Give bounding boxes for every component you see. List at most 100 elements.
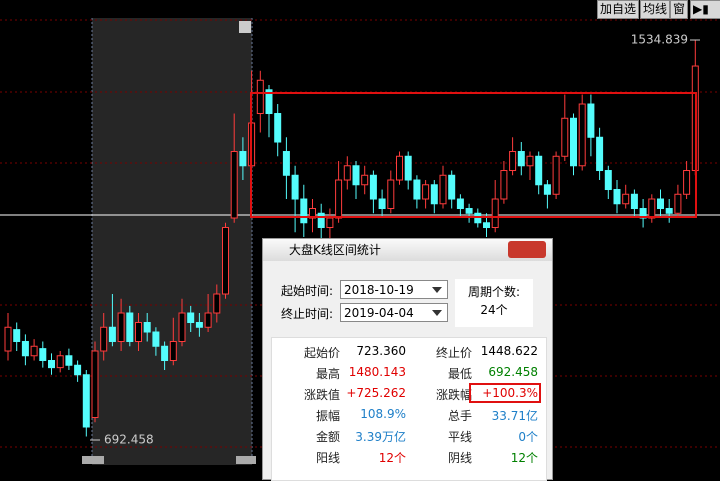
candle-body xyxy=(665,208,673,214)
candle-body xyxy=(448,174,456,200)
stat-label: 涨跌值 xyxy=(303,388,340,402)
candle-body xyxy=(309,208,316,219)
stat-value: 33.71亿 xyxy=(491,409,538,423)
candle-body xyxy=(587,103,595,138)
start-select[interactable]: 2018-10-19 xyxy=(340,280,448,299)
candle-body xyxy=(396,155,403,181)
stat-label: 起始价 xyxy=(303,346,340,360)
candle-body xyxy=(135,322,142,343)
candle-body xyxy=(326,217,334,229)
stat-label: 总手 xyxy=(447,409,472,423)
high-marker: 1534.839 xyxy=(631,33,688,47)
candle-body xyxy=(561,117,569,157)
candle-body xyxy=(552,155,560,195)
stat-value: 692.458 xyxy=(488,365,538,379)
toolbar-button[interactable]: 加自选 xyxy=(597,0,640,19)
stat-label: 涨跌幅 xyxy=(435,388,472,402)
candle-body xyxy=(195,322,203,328)
range-box xyxy=(250,92,697,218)
candle-body xyxy=(30,345,38,357)
candle-body xyxy=(274,113,282,143)
stat-label: 最低 xyxy=(447,367,472,381)
candle-body xyxy=(74,364,82,376)
candle-body xyxy=(291,174,299,200)
label: 终止时间: xyxy=(281,307,334,321)
candle-body xyxy=(100,326,108,352)
candle-body xyxy=(439,174,447,205)
period-box: 周期个数: 24个 xyxy=(455,279,533,327)
candle-body xyxy=(222,227,229,295)
candle-body xyxy=(204,312,212,328)
dialog-title: 大盘K线区间统计 xyxy=(263,239,552,261)
candle-body xyxy=(517,151,525,167)
candle-body xyxy=(378,198,386,210)
candle-body xyxy=(630,193,638,210)
stat-label: 平线 xyxy=(447,430,472,444)
chart: 1534.839 692.458 xyxy=(0,18,720,465)
candle-body xyxy=(404,155,412,181)
candle-body xyxy=(526,155,534,167)
end-select[interactable]: 2019-04-04 xyxy=(340,303,448,322)
candle-body xyxy=(282,151,290,176)
candle-body xyxy=(82,374,90,428)
stat-label: 阴线 xyxy=(447,451,472,465)
candle-body xyxy=(387,179,395,210)
candle-body xyxy=(430,184,438,205)
stat-value: 12个 xyxy=(510,451,538,465)
candle-body xyxy=(178,312,186,343)
stat-value: +100.3% xyxy=(469,383,541,403)
candle-body xyxy=(456,198,464,210)
stat-label: 阳线 xyxy=(315,451,340,465)
candle-body xyxy=(483,222,490,229)
title-text: 大盘K线区间统计 xyxy=(289,243,381,257)
stats-dialog: 大盘K线区间统计 起始时间: 2018-10-19 终止时间: 2019-04-… xyxy=(262,238,553,481)
toolbar-icons[interactable]: ▶▮ xyxy=(690,0,720,19)
candle-body xyxy=(13,329,21,343)
candle-body xyxy=(65,355,73,366)
candle-body xyxy=(169,341,177,362)
candle-body xyxy=(474,212,482,224)
value: 24个 xyxy=(480,303,508,317)
candle-body xyxy=(639,208,647,219)
scroll-handles[interactable] xyxy=(82,456,256,464)
candle-body xyxy=(674,193,682,214)
candle-body xyxy=(256,79,264,115)
candle-body xyxy=(343,165,351,181)
candle-body xyxy=(126,312,134,343)
stat-value: 1448.622 xyxy=(480,344,538,358)
candle-body xyxy=(578,103,586,167)
stat-label: 最高 xyxy=(315,367,340,381)
close-button[interactable] xyxy=(508,241,546,258)
candle-body xyxy=(230,151,238,219)
candle-body xyxy=(161,345,169,362)
stat-value: 723.360 xyxy=(356,344,406,358)
candle-body xyxy=(604,170,612,191)
candle-body xyxy=(143,322,151,333)
candle-body xyxy=(56,355,64,369)
candle-body xyxy=(187,312,195,324)
candle-body xyxy=(535,155,543,186)
candle-body xyxy=(613,189,621,205)
candle-body xyxy=(465,208,473,214)
stats-grid: 起始价 723.360 终止价 1448.622 最高 1480.143 最低 692.458… xyxy=(271,337,547,481)
candle-body xyxy=(570,117,577,167)
candle-body xyxy=(543,184,551,195)
candle-body xyxy=(491,198,499,229)
candle-body xyxy=(317,212,325,229)
toolbar-button[interactable]: 窗 xyxy=(670,0,689,19)
candle-body xyxy=(152,331,160,347)
candle-body xyxy=(622,193,630,205)
candle-body xyxy=(39,348,47,362)
stat-value: 3.39万亿 xyxy=(355,430,406,444)
label: 起始时间: xyxy=(281,284,334,298)
toolbar-button[interactable]: 均线 xyxy=(640,0,671,19)
stat-value: +725.262 xyxy=(346,386,406,400)
candle-body xyxy=(422,184,430,200)
close-icon[interactable] xyxy=(239,21,251,33)
stat-value: 12个 xyxy=(378,451,406,465)
candle-body xyxy=(108,326,116,343)
candle-body xyxy=(48,360,55,369)
candle-body xyxy=(413,179,421,200)
candle-body xyxy=(596,136,604,172)
